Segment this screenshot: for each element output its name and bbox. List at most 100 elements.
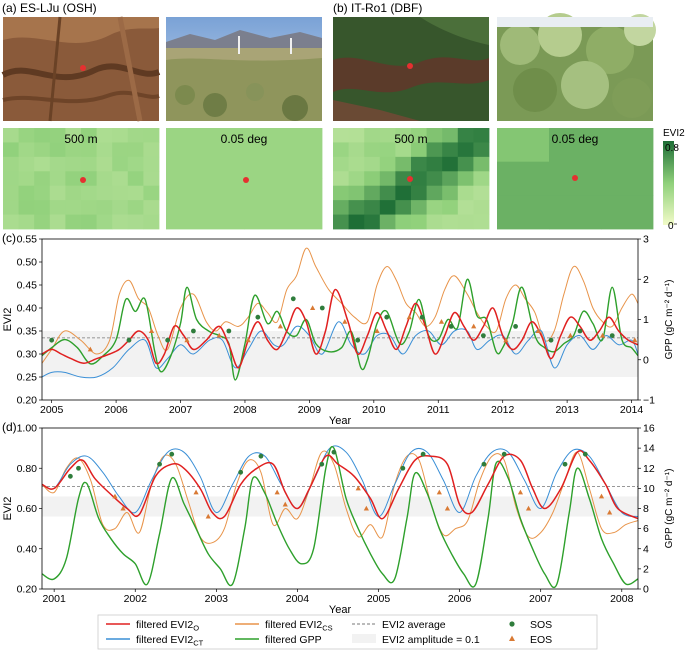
sos-marker [562, 461, 568, 467]
y-tick-label: 0.50 [17, 257, 38, 269]
legend-label: filtered EVI2CT [136, 634, 204, 648]
sos-marker [165, 337, 171, 343]
colorbar-max-label: 0.8 [665, 143, 679, 154]
x-tick-label: 2008 [610, 593, 634, 605]
x-tick-label: 2010 [362, 404, 386, 416]
x-tick-label: 2001 [42, 593, 66, 605]
sos-marker [76, 465, 81, 471]
sos-marker [169, 451, 175, 457]
sos-marker [238, 469, 244, 475]
legend-swatch [352, 634, 376, 643]
eos-marker [374, 328, 380, 333]
legend-label: EVI2 average [382, 619, 446, 631]
amplitude-band [42, 331, 638, 377]
site-b-tower-marker [407, 63, 413, 69]
y-tick-label: 0.55 [17, 234, 38, 246]
eos-marker [438, 319, 445, 324]
x-tick-label: 2002 [124, 593, 148, 605]
x-tick-label: 2007 [529, 593, 553, 605]
y-tick-label: 0.25 [17, 372, 38, 384]
x-tick-label: 2008 [233, 404, 257, 416]
y2-tick-label: 3 [643, 234, 649, 246]
site-b-evi2-500m-grid [333, 128, 490, 230]
panel-label: (c) [2, 231, 16, 245]
eos-marker [120, 505, 126, 511]
x-tick-label: 2004 [286, 593, 310, 605]
sos-marker [126, 337, 132, 343]
site-b-500m-marker [407, 176, 413, 182]
evi2-colorbar: EVI2 0.8 0 [663, 128, 685, 232]
site-b-500m-label: 500 m [394, 132, 427, 146]
eos-marker [282, 501, 288, 507]
legend-swatch [509, 635, 515, 641]
y2-tick-label: 14 [643, 443, 655, 455]
y2-tick-label: 2 [643, 563, 649, 575]
eos-marker [599, 332, 606, 338]
site-a-landscape-photo [166, 17, 322, 121]
eos-marker [87, 346, 93, 352]
x-tick-label: 2013 [555, 404, 579, 416]
sos-marker [319, 461, 325, 467]
eos-marker [277, 323, 283, 329]
y2-tick-label: 1 [643, 314, 649, 326]
x-tick-label: 2012 [491, 404, 515, 416]
sos-marker [226, 328, 232, 334]
eos-marker [535, 328, 541, 333]
site-a-tower-marker [80, 65, 86, 71]
sos-marker [419, 314, 425, 320]
eos-marker [436, 489, 442, 495]
y2-tick-label: 16 [643, 423, 655, 435]
y-tick-label: 0.60 [17, 503, 38, 515]
sos-marker [582, 451, 588, 457]
eos-marker [184, 337, 190, 343]
site-b-satellite-image [333, 17, 489, 121]
sos-marker [191, 328, 196, 334]
series-evi2-ct-line [42, 445, 638, 517]
sos-marker [384, 314, 390, 320]
x-tick-label: 2005 [367, 593, 391, 605]
sos-marker [319, 305, 325, 311]
site-a-005deg-label: 0.05 deg [221, 132, 268, 146]
y2-tick-label: 0 [643, 354, 649, 366]
y-tick-label: 0.20 [17, 395, 38, 407]
sos-marker [157, 461, 162, 467]
eos-marker [193, 489, 199, 495]
y2-tick-label: 8 [643, 503, 649, 515]
sos-marker [609, 333, 615, 338]
y-tick-label: 0.20 [17, 584, 38, 596]
eos-marker [567, 332, 573, 338]
y-tick-label: 0.40 [17, 543, 38, 555]
eos-marker [274, 489, 280, 495]
legend-label: EOS [530, 634, 552, 646]
sos-marker [355, 337, 361, 343]
eos-marker [342, 319, 348, 324]
eos-marker [205, 513, 211, 519]
site-a-evi2-500m-grid [3, 128, 160, 230]
y-tick-label: 1.00 [17, 423, 38, 435]
site-b-canopy-photo [497, 13, 656, 121]
series-evi2-ct-line [42, 321, 638, 379]
y2-tick-label: −1 [643, 395, 655, 407]
sos-marker [49, 337, 55, 343]
y2-axis-label: GPP (gC m⁻² d⁻¹) [664, 280, 675, 360]
series-evi2-o-line [42, 449, 638, 520]
x-tick-label: 2006 [448, 593, 472, 605]
legend-label: EVI2 amplitude = 0.1 [382, 634, 480, 646]
x-tick-label: 2005 [40, 404, 64, 416]
x-tick-label: 2003 [205, 593, 229, 605]
legend: filtered EVI2O filtered EVI2CS EVI2 averag… [97, 614, 598, 650]
eos-marker [607, 509, 613, 515]
series-gpp-line [42, 446, 638, 589]
colorbar-title: EVI2 [663, 128, 685, 139]
legend-label: filtered GPP [265, 634, 322, 646]
sos-marker [513, 324, 518, 329]
y-tick-label: 0.35 [17, 326, 38, 338]
y2-tick-label: 4 [643, 543, 649, 555]
eos-marker [632, 337, 638, 343]
colorbar-min-label: 0 [668, 221, 674, 232]
x-tick-label: 2009 [298, 404, 322, 416]
x-axis-label: Year [329, 604, 352, 616]
site-a-500m-marker [80, 177, 86, 183]
eos-marker [310, 305, 316, 310]
site-b-005deg-marker [572, 175, 578, 181]
